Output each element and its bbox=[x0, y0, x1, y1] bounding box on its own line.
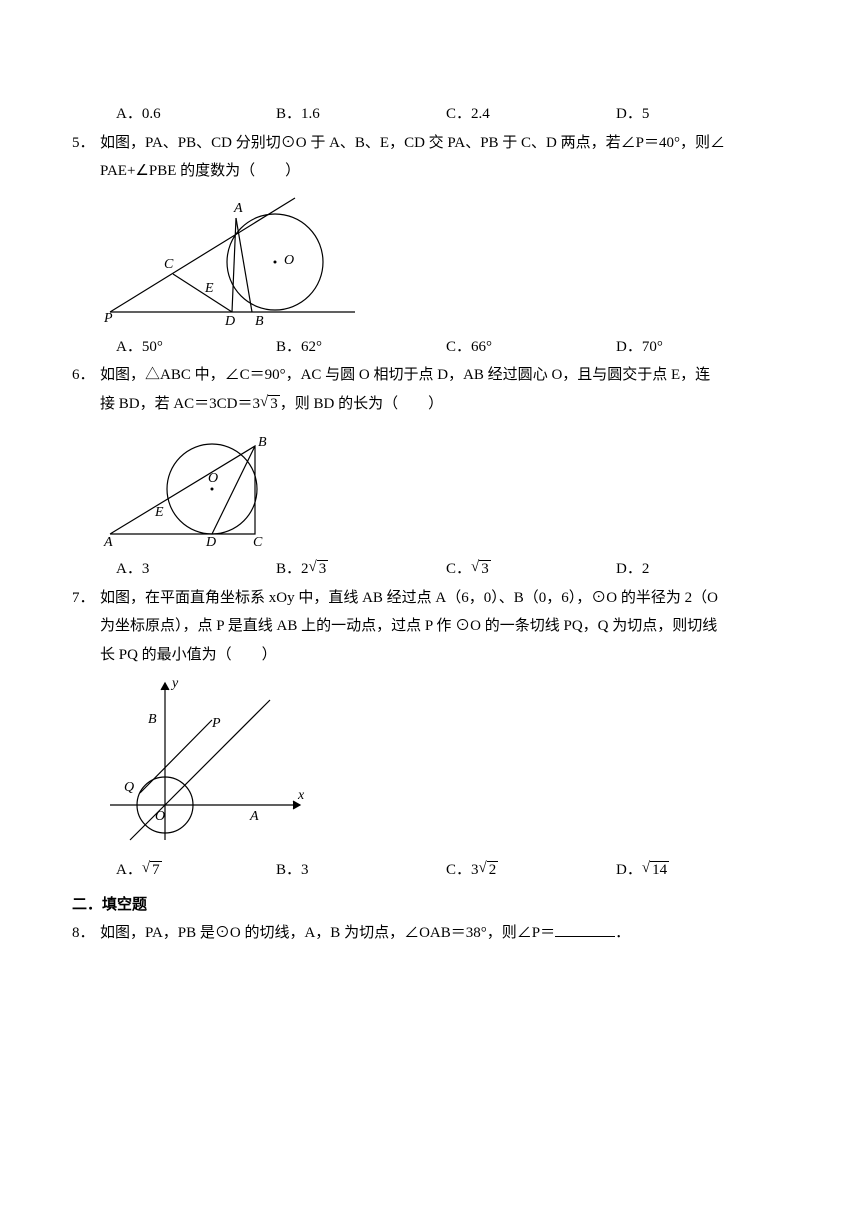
q4-opt-c: C．2.4 bbox=[446, 100, 616, 129]
sqrt7-icon: √7 bbox=[142, 862, 162, 878]
q5: 5． 如图，PA、PB、CD 分别切⊙O 于 A、B、E，CD 交 PA、PB … bbox=[72, 129, 788, 362]
q7-label-A: A bbox=[249, 809, 259, 824]
q6-opt-a: A．3 bbox=[116, 555, 276, 584]
q5-stem-line2: PAE+∠PBE 的度数为（ ） bbox=[100, 157, 788, 186]
q7-label-y: y bbox=[170, 676, 179, 691]
sqrt3-icon: √3 bbox=[471, 561, 491, 577]
q5-opt-a: A．50° bbox=[116, 333, 276, 362]
q5-label-D: D bbox=[224, 314, 235, 327]
q4-opt-b: B．1.6 bbox=[276, 100, 446, 129]
q6-stem-line2: 接 BD，若 AC＝3CD＝3√3，则 BD 的长为（ ） bbox=[100, 390, 788, 419]
q7-options: A．√7 B．3 C．3√2 D．√14 bbox=[72, 856, 788, 885]
q6-opt-c: C．√3 bbox=[446, 555, 616, 584]
q5-label-E: E bbox=[204, 281, 214, 296]
q7-label-O: O bbox=[155, 809, 165, 824]
q7-stem-line1: 如图，在平面直角坐标系 xOy 中，直线 AB 经过点 A（6，0）、B（0，6… bbox=[100, 584, 788, 613]
q7-opt-a: A．√7 bbox=[116, 856, 276, 885]
q8-number: 8． bbox=[72, 919, 100, 948]
q7-figure: x y O A B P Q bbox=[100, 675, 788, 850]
sqrt2-icon: √2 bbox=[479, 862, 499, 878]
sqrt14-icon: √14 bbox=[642, 862, 669, 878]
section2-title: 二．填空题 bbox=[72, 891, 788, 920]
q7-number: 7． bbox=[72, 584, 100, 613]
q6-label-B: B bbox=[258, 435, 267, 450]
q5-stem-line1: 如图，PA、PB、CD 分别切⊙O 于 A、B、E，CD 交 PA、PB 于 C… bbox=[100, 129, 788, 158]
q5-opt-d: D．70° bbox=[616, 333, 736, 362]
q5-opt-c: C．66° bbox=[446, 333, 616, 362]
q5-label-B: B bbox=[255, 314, 264, 327]
q7-label-x: x bbox=[297, 788, 305, 803]
q5-label-P: P bbox=[103, 311, 113, 326]
q7: 7． 如图，在平面直角坐标系 xOy 中，直线 AB 经过点 A（6，0）、B（… bbox=[72, 584, 788, 885]
q7-stem-line2: 为坐标原点），点 P 是直线 AB 上的一动点，过点 P 作 ⊙O 的一条切线 … bbox=[100, 612, 788, 641]
sqrt3-icon: √3 bbox=[309, 561, 329, 577]
q5-label-O: O bbox=[284, 253, 294, 268]
sqrt3-icon: √3 bbox=[260, 396, 280, 412]
q6-stem-line1: 如图，△ABC 中，∠C＝90°，AC 与圆 O 相切于点 D，AB 经过圆心 … bbox=[100, 361, 788, 390]
q7-opt-d: D．√14 bbox=[616, 856, 736, 885]
q6-number: 6． bbox=[72, 361, 100, 390]
q7-label-P: P bbox=[211, 716, 221, 731]
blank-input[interactable] bbox=[555, 936, 615, 937]
q5-figure: P C A E D B O bbox=[100, 192, 788, 327]
q4-opt-d: D．5 bbox=[616, 100, 736, 129]
q6-label-E: E bbox=[154, 505, 164, 520]
q7-label-Q: Q bbox=[124, 780, 134, 795]
q5-label-A: A bbox=[233, 201, 243, 216]
q6-opt-d: D．2 bbox=[616, 555, 736, 584]
q7-opt-b: B．3 bbox=[276, 856, 446, 885]
q7-stem-line3: 长 PQ 的最小值为（ ） bbox=[100, 641, 788, 670]
q6-opt-b: B．2√3 bbox=[276, 555, 446, 584]
q8-stem-b: ． bbox=[615, 925, 630, 941]
q5-number: 5． bbox=[72, 129, 100, 158]
q6-label-D: D bbox=[205, 535, 216, 549]
q8-stem-a: 如图，PA，PB 是⊙O 的切线，A，B 为切点，∠OAB＝38°，则∠P＝ bbox=[100, 925, 555, 941]
q5-label-C: C bbox=[164, 257, 174, 272]
q7-label-B: B bbox=[148, 712, 157, 727]
q6-figure: A D C B E O bbox=[100, 424, 788, 549]
q6-label-O: O bbox=[208, 471, 218, 486]
q5-opt-b: B．62° bbox=[276, 333, 446, 362]
q4-opt-a: A．0.6 bbox=[116, 100, 276, 129]
q4-options: A．0.6 B．1.6 C．2.4 D．5 bbox=[72, 100, 788, 129]
q5-options: A．50° B．62° C．66° D．70° bbox=[72, 333, 788, 362]
q6-label-C: C bbox=[253, 535, 263, 549]
q6-label-A: A bbox=[103, 535, 113, 549]
q6: 6． 如图，△ABC 中，∠C＝90°，AC 与圆 O 相切于点 D，AB 经过… bbox=[72, 361, 788, 584]
q7-opt-c: C．3√2 bbox=[446, 856, 616, 885]
q6-options: A．3 B．2√3 C．√3 D．2 bbox=[72, 555, 788, 584]
q8: 8． 如图，PA，PB 是⊙O 的切线，A，B 为切点，∠OAB＝38°，则∠P… bbox=[72, 919, 788, 948]
